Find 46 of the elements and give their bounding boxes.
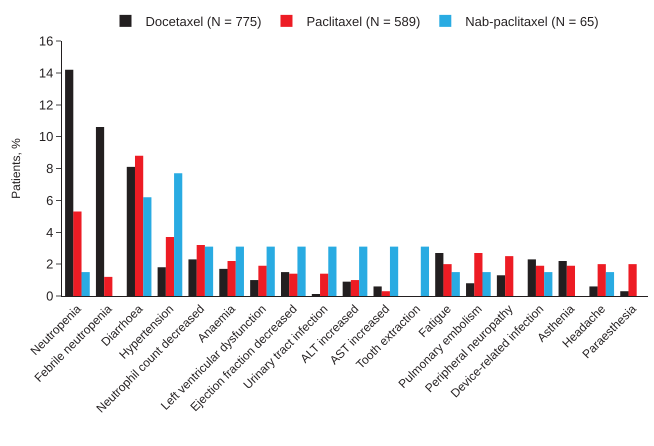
bar: [134, 156, 144, 296]
bar: [382, 291, 390, 296]
bar: [606, 272, 614, 296]
legend-label: Nab-paclitaxel (N = 65): [465, 14, 599, 29]
bar: [474, 252, 482, 296]
bar: [328, 246, 336, 296]
y-tick-label: 16: [38, 34, 54, 49]
bar: [258, 266, 267, 296]
bar: [297, 246, 306, 296]
bar: [628, 264, 637, 296]
legend-label: Paclitaxel (N = 589): [306, 14, 420, 29]
bar: [359, 246, 368, 296]
bar: [166, 237, 174, 296]
bar: [174, 173, 182, 296]
bar: [104, 276, 112, 296]
bar: [598, 264, 606, 296]
y-tick-label: 2: [46, 256, 54, 272]
y-tick-label: 12: [38, 97, 54, 112]
y-tick-label: 14: [38, 65, 54, 80]
bar: [204, 246, 214, 296]
y-tick-label: 10: [38, 129, 54, 144]
y-tick-label: 0: [46, 288, 54, 304]
bar: [350, 280, 360, 296]
y-tick-label: 4: [46, 224, 54, 240]
bar: [452, 272, 460, 296]
y-axis-title: Patients, %: [9, 138, 24, 199]
bar: [390, 246, 398, 296]
bar: [505, 256, 514, 296]
bar: [82, 272, 90, 296]
bar: [289, 274, 298, 296]
bar: [266, 246, 275, 296]
bar: [443, 264, 452, 296]
bar: [420, 246, 430, 296]
bar: [544, 272, 552, 296]
bar: [566, 266, 576, 296]
bar: [536, 266, 544, 296]
y-tick-label: 8: [46, 161, 54, 176]
bar: [482, 272, 491, 296]
bar: [320, 274, 328, 296]
bar: [236, 246, 244, 296]
bar: [73, 212, 82, 296]
bar: [143, 197, 152, 296]
bar: [196, 245, 205, 296]
legend-label: Docetaxel (N = 775): [146, 14, 262, 29]
bar: [228, 260, 236, 296]
y-tick-label: 6: [46, 192, 54, 208]
